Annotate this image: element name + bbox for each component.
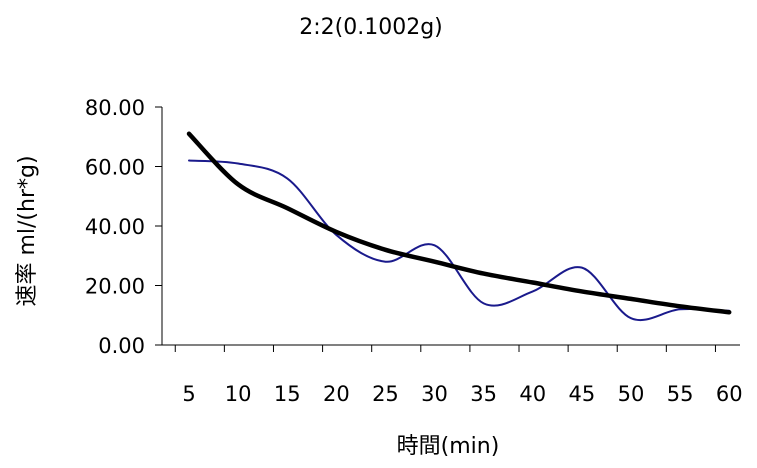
x-tick-label: 25	[372, 382, 399, 406]
x-ticks: 5 10 15 20 25 30 35 40 45 50 55 60	[174, 345, 743, 406]
y-tick-label: 40.00	[85, 215, 145, 239]
y-ticks: 0.00 20.00 40.00 60.00 80.00	[85, 96, 162, 358]
y-tick-label: 80.00	[85, 96, 145, 120]
x-tick-label: 40	[519, 382, 546, 406]
y-tick-label: 0.00	[98, 334, 145, 358]
y-tick-label: 20.00	[85, 275, 145, 299]
trendline-series	[186, 131, 732, 315]
x-tick-label: 60	[716, 382, 743, 406]
rate-series-line	[188, 159, 731, 321]
x-axis-label: 時間(min)	[397, 434, 500, 459]
chart-title: 2:2(0.1002g)	[299, 15, 443, 40]
x-tick-label: 45	[569, 382, 596, 406]
plot-area: 0.00 20.00 40.00 60.00 80.00 5 10 15 20 25 30 35 40…	[85, 96, 743, 406]
x-tick-label: 15	[274, 382, 301, 406]
x-tick-label: 30	[421, 382, 448, 406]
y-axis-label: 速率 ml/(hr*g)	[15, 155, 40, 306]
x-tick-label: 5	[182, 382, 195, 406]
x-tick-label: 20	[323, 382, 350, 406]
series-layer	[186, 131, 732, 321]
x-tick-label: 35	[470, 382, 497, 406]
y-tick-label: 60.00	[85, 156, 145, 180]
x-tick-label: 10	[225, 382, 252, 406]
x-tick-label: 55	[667, 382, 694, 406]
x-tick-label: 50	[618, 382, 645, 406]
